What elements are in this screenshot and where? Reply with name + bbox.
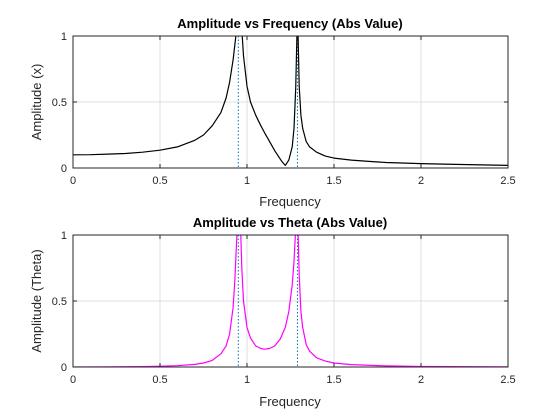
x-ticks: 0 0.5 1 1.5 2 2.5: [70, 36, 516, 187]
x-tick-label: 1.5: [326, 374, 341, 386]
y-tick-label: 0.5: [52, 296, 67, 308]
series-layer: [73, 235, 508, 367]
x-tick-label: 2.5: [500, 374, 515, 386]
y-axis-label: Amplitude (Theta): [29, 249, 44, 352]
x-tick-label: 0.5: [152, 175, 167, 187]
y-tick-label: 0.5: [52, 97, 67, 109]
reference-lines: [237, 36, 298, 168]
y-tick-label: 1: [61, 31, 67, 43]
plot-amplitude-x: Amplitude vs Frequency (Abs Value) 0 0.5 1…: [29, 16, 516, 209]
x-tick-label: 0: [70, 374, 76, 386]
x-axis-label: Frequency: [259, 194, 321, 209]
series-layer: [73, 36, 508, 166]
x-ticks: 0 0.5 1 1.5 2 2.5: [70, 235, 516, 386]
x-axis-label: Frequency: [259, 394, 321, 409]
plot-title: Amplitude vs Theta (Abs Value): [193, 215, 387, 230]
x-tick-label: 2.5: [500, 175, 515, 187]
series-line: [73, 36, 508, 166]
y-tick-label: 0: [61, 163, 67, 175]
x-tick-label: 1.5: [326, 175, 341, 187]
y-tick-label: 0: [61, 362, 67, 374]
x-tick-label: 1: [244, 175, 250, 187]
y-ticks: 00.51: [52, 230, 508, 374]
series-line: [73, 235, 508, 367]
reference-lines: [237, 235, 298, 367]
y-axis-label: Amplitude (x): [29, 64, 44, 141]
plot-amplitude-theta: Amplitude vs Theta (Abs Value) 0 0.5 1 1.5 2…: [29, 215, 516, 409]
x-tick-label: 2: [418, 175, 424, 187]
plot-title: Amplitude vs Frequency (Abs Value): [177, 16, 402, 31]
x-tick-label: 1: [244, 374, 250, 386]
y-ticks: 00.51: [52, 31, 508, 175]
y-tick-label: 1: [61, 230, 67, 242]
x-tick-label: 2: [418, 374, 424, 386]
grid: [73, 36, 508, 168]
x-tick-label: 0: [70, 175, 76, 187]
x-tick-label: 0.5: [152, 374, 167, 386]
